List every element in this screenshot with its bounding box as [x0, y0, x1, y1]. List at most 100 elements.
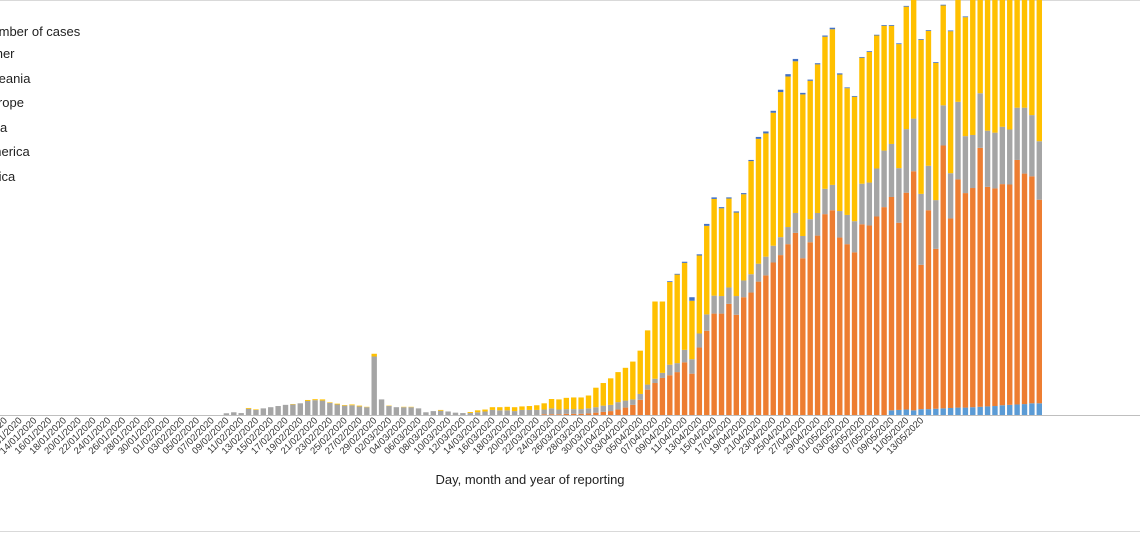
bar-asia-39 [290, 404, 296, 415]
bar-america-97 [718, 313, 725, 415]
bar-europe-71 [526, 406, 533, 410]
bar-asia-56 [415, 408, 422, 415]
bar-africa-121 [896, 409, 902, 415]
bar-asia-59 [438, 410, 444, 415]
bar-asia-117 [866, 182, 873, 226]
bar-america-129 [955, 179, 961, 408]
bar-europe-95 [704, 225, 710, 315]
bar-america-133 [984, 186, 991, 407]
bar-america-99 [733, 314, 740, 415]
bar-america-80 [593, 412, 599, 415]
bar-europe-48 [356, 405, 363, 407]
bar-europe-113 [837, 74, 843, 212]
bar-europe-90 [667, 282, 673, 365]
bar-oceania-90 [667, 281, 673, 283]
legend-label: America [0, 144, 30, 160]
bar-asia-69 [511, 411, 518, 415]
bar-europe-79 [585, 395, 592, 409]
bar-asia-73 [541, 409, 547, 415]
bar-america-128 [947, 218, 954, 408]
bar-oceania-119 [881, 25, 887, 26]
bar-asia-72 [534, 409, 540, 415]
bar-oceania-99 [733, 211, 740, 213]
bar-asia-90 [667, 364, 673, 376]
bar-asia-76 [563, 409, 570, 414]
bar-europe-78 [578, 397, 584, 410]
bar-asia-87 [644, 384, 651, 390]
bar-oceania-128 [947, 30, 954, 32]
bar-america-103 [763, 275, 769, 415]
bar-america-82 [607, 411, 614, 415]
bar-asia-78 [578, 409, 584, 414]
bar-europe-99 [733, 212, 740, 297]
bar-asia-134 [992, 132, 998, 189]
bar-america-134 [992, 188, 998, 407]
bar-europe-80 [593, 387, 599, 408]
bar-asia-62 [460, 413, 466, 415]
bar-europe-82 [607, 378, 614, 405]
bar-africa-134 [992, 406, 998, 415]
bar-asia-44 [327, 402, 333, 415]
bar-america-98 [726, 303, 732, 415]
legend-label: Oceania [0, 70, 31, 86]
bar-europe-104 [770, 112, 776, 246]
bar-europe-116 [859, 57, 865, 184]
bar-asia-33 [245, 408, 252, 415]
bar-asia-49 [364, 407, 370, 415]
bar-europe-133 [984, 0, 991, 131]
bar-europe-118 [874, 35, 880, 169]
bar-africa-135 [999, 405, 1006, 415]
legend-item-oceania: Oceania [0, 67, 80, 92]
chart-border-top [0, 0, 1140, 1]
bar-europe-124 [918, 39, 924, 194]
bar-asia-31 [231, 412, 237, 415]
bar-america-137 [1014, 159, 1020, 405]
bar-asia-91 [674, 363, 680, 373]
bar-asia-123 [910, 118, 917, 172]
bar-america-77 [571, 413, 577, 415]
bar-europe-114 [844, 88, 850, 215]
bar-america-110 [814, 235, 821, 415]
bar-asia-65 [482, 411, 488, 415]
bar-america-94 [696, 347, 703, 415]
bar-asia-60 [445, 411, 451, 415]
bar-america-109 [807, 242, 813, 415]
legend-item-america: America [0, 140, 80, 165]
bar-africa-140 [1036, 403, 1042, 415]
bar-oceania-106 [785, 74, 791, 77]
bar-asia-51 [378, 399, 385, 415]
bar-europe-86 [637, 350, 643, 394]
bar-europe-128 [947, 31, 954, 174]
bar-oceania-116 [859, 56, 865, 58]
bar-oceania-91 [674, 273, 680, 275]
bar-america-91 [674, 372, 680, 415]
bar-africa-131 [970, 407, 976, 415]
bar-america-116 [859, 224, 865, 415]
legend-item-other: Other [0, 42, 80, 67]
legend-label: Other [0, 46, 15, 61]
bar-europe-46 [341, 405, 348, 406]
bar-asia-47 [349, 405, 355, 415]
bar-oceania-105 [777, 89, 784, 93]
bar-europe-110 [814, 64, 821, 213]
bar-asia-36 [268, 407, 274, 415]
bar-america-92 [681, 362, 688, 415]
bar-europe-66 [489, 407, 496, 410]
bar-africa-130 [962, 407, 969, 415]
bar-europe-65 [482, 409, 488, 412]
bar-asia-50 [371, 356, 377, 415]
bar-europe-63 [467, 412, 473, 414]
bar-america-89 [659, 377, 666, 415]
bar-asia-92 [681, 349, 688, 363]
legend-label: Number of cases [0, 24, 81, 39]
bar-europe-119 [881, 25, 887, 151]
bar-america-123 [910, 171, 917, 411]
bar-asia-42 [312, 400, 318, 415]
bar-asia-81 [600, 405, 606, 412]
bar-asia-86 [637, 393, 643, 400]
bar-europe-96 [711, 198, 717, 296]
bar-asia-37 [275, 406, 281, 415]
bar-asia-41 [304, 400, 311, 415]
bar-asia-100 [741, 280, 747, 298]
